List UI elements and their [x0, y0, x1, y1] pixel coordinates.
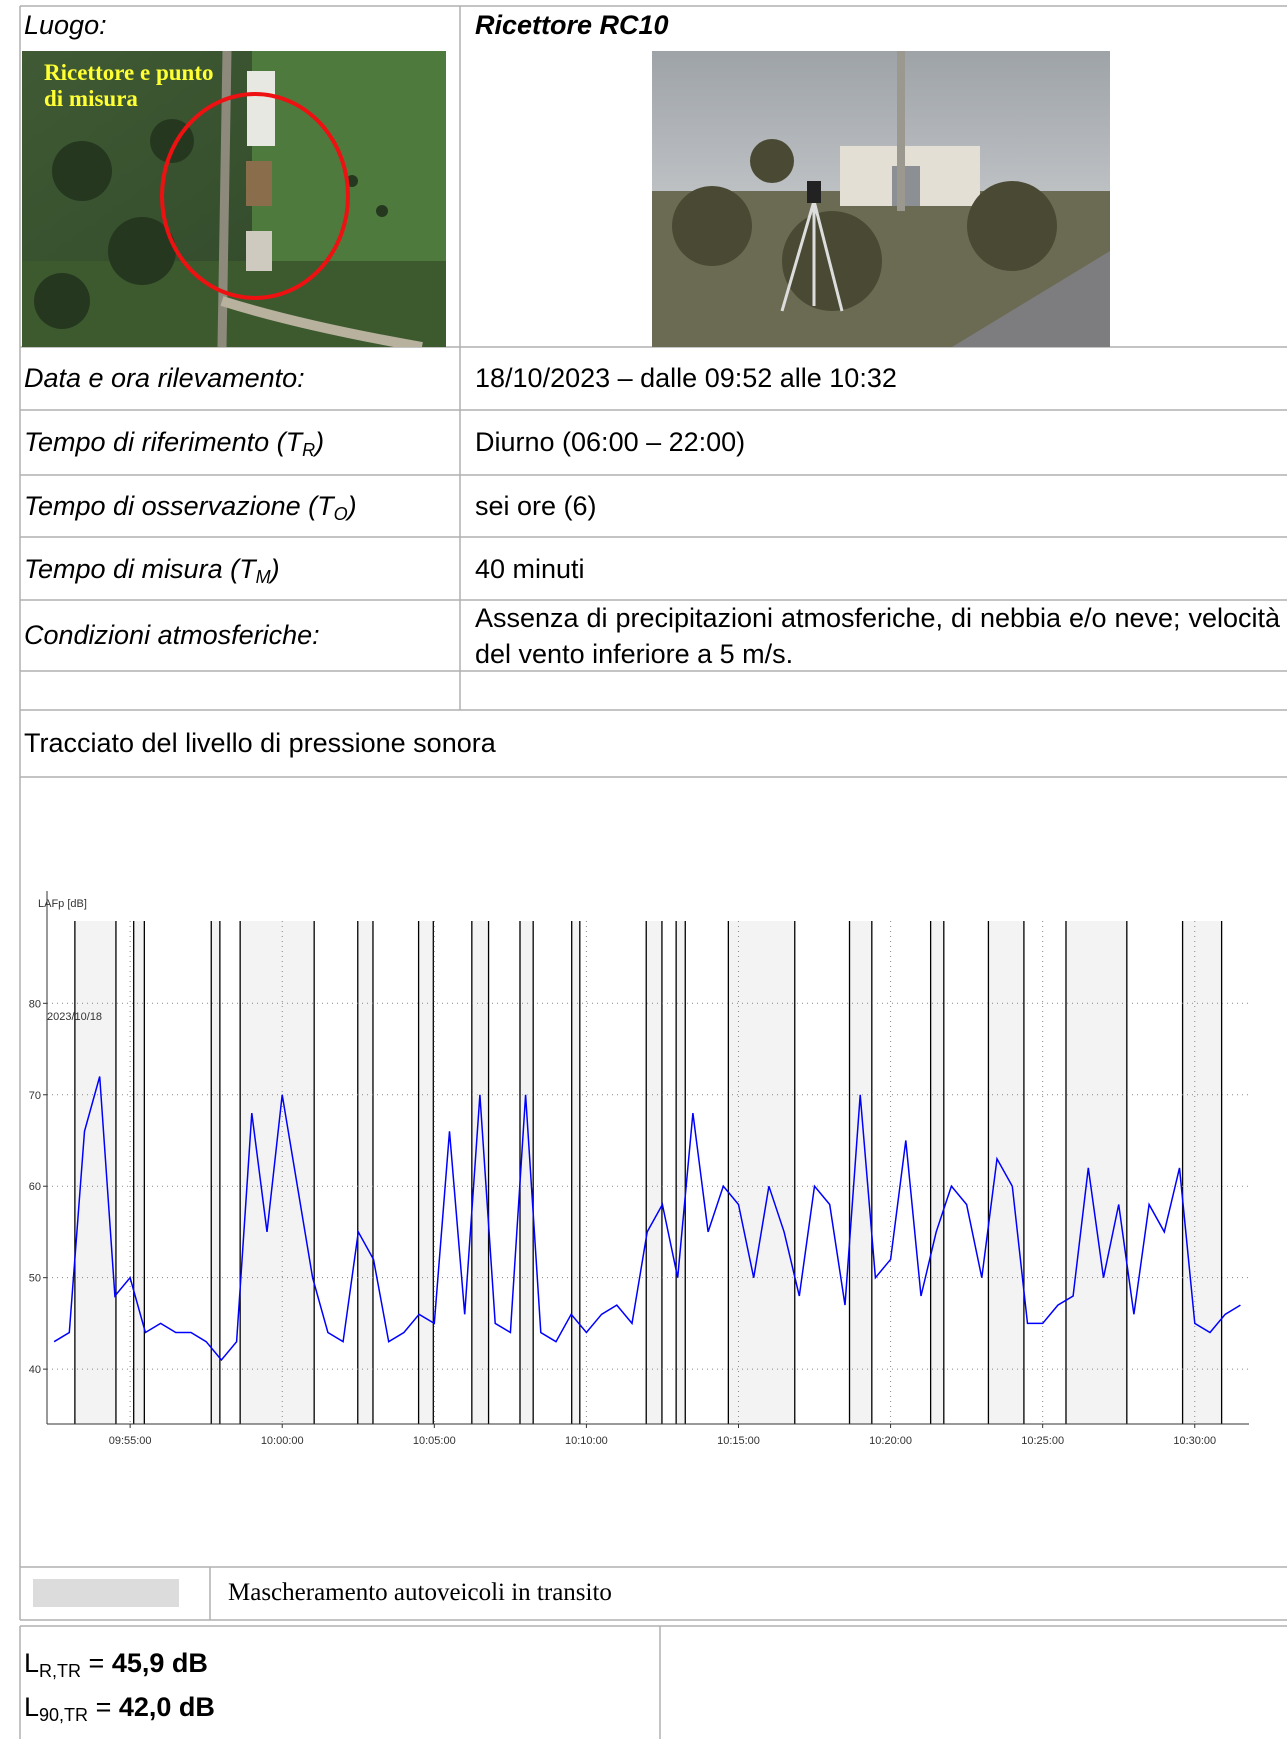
mask-band — [676, 921, 686, 1424]
result: L90,TR = 42,0 dB — [24, 1690, 215, 1724]
mask-band — [849, 921, 872, 1424]
label-sub: R — [302, 440, 316, 460]
label-end: ) — [347, 491, 357, 521]
x-tick-label: 10:15:00 — [717, 1435, 760, 1447]
y-tick-label: 60 — [29, 1181, 41, 1193]
result: LR,TR = 45,9 dB — [24, 1646, 208, 1680]
legend-swatch — [33, 1579, 179, 1607]
row-value: Diurno (06:00 – 22:00) — [475, 427, 746, 457]
row-value: 18/10/2023 – dalle 09:52 alle 10:32 — [475, 363, 897, 393]
result-eq: = — [88, 1692, 119, 1722]
result-value: 42,0 dB — [118, 1692, 215, 1722]
y-tick-label: 50 — [29, 1273, 41, 1285]
mask-band — [930, 921, 944, 1424]
mask-band — [519, 921, 534, 1424]
mask-band — [988, 921, 1024, 1424]
receptor-name: Ricettore RC10 — [475, 10, 669, 40]
x-tick-label: 10:00:00 — [261, 1435, 304, 1447]
x-tick-label: 10:05:00 — [413, 1435, 456, 1447]
result-sub: 90,TR — [39, 1705, 89, 1725]
aerial-map — [22, 51, 446, 347]
result-symbol: L — [24, 1648, 40, 1678]
legend-label: Mascheramento autoveicoli in transito — [228, 1579, 612, 1606]
mask-band — [646, 921, 662, 1424]
x-tick-label: 09:55:00 — [109, 1435, 152, 1447]
x-tick-label: 10:30:00 — [1173, 1435, 1216, 1447]
row-label: Data e ora rilevamento: — [24, 363, 305, 393]
result-symbol: L — [24, 1692, 40, 1722]
place-label: Luogo: — [24, 10, 107, 40]
y-tick-label: 70 — [29, 1090, 41, 1102]
mask-band — [1182, 921, 1222, 1424]
y-tick-label: 80 — [29, 998, 41, 1010]
map-caption-line: Ricettore e punto — [44, 60, 214, 85]
label-end: ) — [315, 427, 325, 457]
chart: LAFp [dB] 40 50 60 70 80 09:55:00 10:00:00 10:0… — [29, 891, 1249, 1447]
site-photo — [652, 51, 1110, 347]
result-eq: = — [81, 1648, 112, 1678]
row-label: Tempo di riferimento (TR) — [24, 425, 324, 459]
mask-band — [728, 921, 795, 1424]
label-sub: O — [333, 504, 348, 524]
trace — [53, 1076, 1241, 1362]
y-axis-label: LAFp [dB] — [38, 898, 87, 910]
mask-band — [133, 921, 145, 1424]
label-text: Tempo di osservazione (T — [24, 491, 334, 521]
x-tick-label: 10:25:00 — [1021, 1435, 1064, 1447]
y-tick-label: 40 — [29, 1364, 41, 1376]
row-value: Assenza di precipitazioni atmosferiche, … — [475, 603, 1280, 669]
x-tick-label: 10:10:00 — [565, 1435, 608, 1447]
result-value: 45,9 dB — [111, 1648, 208, 1678]
row-label: Tempo di misura (TM) — [24, 552, 280, 586]
row-label: Tempo di osservazione (TO) — [24, 489, 357, 523]
section-title: Tracciato del livello di pressione sonor… — [24, 728, 496, 758]
mask-band — [471, 921, 489, 1424]
label-text: Tempo di misura (T — [24, 554, 256, 584]
mask-band — [211, 921, 220, 1424]
x-tick-label: 10:20:00 — [869, 1435, 912, 1447]
row-value: sei ore (6) — [475, 491, 597, 521]
label-text: Tempo di riferimento (T — [24, 427, 303, 457]
mask-band — [418, 921, 434, 1424]
result-sub: R,TR — [39, 1661, 82, 1681]
row-label: Condizioni atmosferiche: — [24, 620, 320, 650]
mask-band — [240, 921, 315, 1424]
mask-band — [571, 921, 580, 1424]
label-end: ) — [270, 554, 280, 584]
label-sub: M — [255, 567, 271, 587]
row-value: 40 minuti — [475, 554, 585, 584]
mask-band — [357, 921, 373, 1424]
map-caption-line: di misura — [44, 86, 138, 111]
date-label: 2023/10/18 — [47, 1011, 102, 1023]
mask-band — [1065, 921, 1127, 1424]
